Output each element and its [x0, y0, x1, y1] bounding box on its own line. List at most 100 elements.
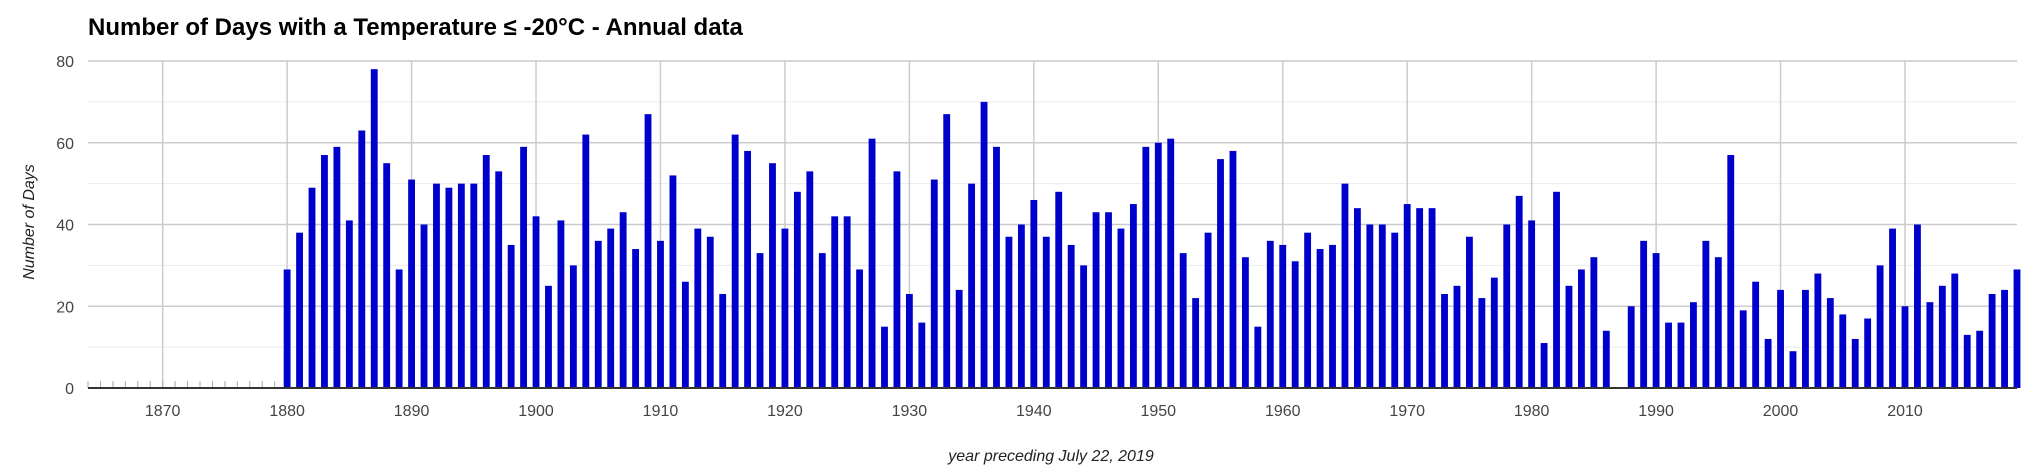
- bar: [1752, 281, 1760, 388]
- bar: [370, 69, 378, 389]
- bar: [1092, 212, 1100, 388]
- bar: [1142, 146, 1150, 388]
- bar: [806, 171, 814, 388]
- bar: [283, 269, 291, 388]
- bar: [818, 253, 826, 388]
- bar: [445, 187, 453, 388]
- bar: [358, 130, 366, 389]
- bar: [495, 171, 503, 388]
- bar: [1005, 236, 1013, 388]
- bar: [1714, 257, 1722, 388]
- bar: [532, 216, 540, 388]
- bar: [1428, 208, 1436, 388]
- bar: [831, 216, 839, 388]
- bar: [1105, 212, 1112, 388]
- bar: [1963, 334, 1971, 388]
- bar: [1167, 138, 1175, 388]
- bar: [706, 236, 714, 388]
- bar: [905, 293, 913, 388]
- bar: [1080, 265, 1088, 388]
- label-layer: 0 20 40 60 80 1870 1880 1890 1900 1910 1920 1930 194…: [56, 54, 1923, 420]
- bar: [781, 228, 789, 388]
- bar: [669, 175, 677, 388]
- x-tick-label: 1870: [145, 403, 181, 420]
- x-tick-label: 1950: [1140, 403, 1176, 420]
- bar: [1652, 253, 1660, 388]
- bar: [1826, 298, 1834, 388]
- bar: [943, 114, 951, 388]
- bar: [1515, 195, 1523, 388]
- bar: [1416, 208, 1424, 388]
- bar: [1627, 306, 1635, 388]
- bar: [955, 289, 963, 388]
- bar: [1304, 232, 1312, 388]
- bar: [1453, 285, 1461, 388]
- bar: [1465, 236, 1473, 388]
- bar: [1366, 224, 1374, 388]
- bar: [1777, 289, 1784, 388]
- x-tick-label: 1880: [269, 403, 305, 420]
- x-tick-label: 2000: [1763, 403, 1799, 420]
- bar: [1665, 322, 1672, 388]
- bar: [1851, 338, 1859, 388]
- bar: [1540, 343, 1548, 388]
- bar: [1901, 306, 1909, 388]
- bar: [657, 240, 664, 388]
- bar: [993, 146, 1000, 388]
- y-axis-title: Number of Days: [21, 164, 38, 280]
- bar: [1154, 142, 1162, 388]
- bar: [470, 183, 478, 388]
- bar: [1279, 244, 1287, 388]
- bar: [1528, 220, 1536, 388]
- bar: [968, 183, 976, 388]
- x-tick-label: 1900: [518, 403, 554, 420]
- bar: [644, 114, 652, 388]
- y-tick-label: 0: [65, 381, 74, 398]
- bar: [545, 285, 552, 388]
- bar: [1640, 240, 1648, 388]
- bar: [1129, 204, 1137, 388]
- bar: [1017, 224, 1025, 388]
- bar: [457, 183, 465, 388]
- bar: [1889, 228, 1896, 388]
- bar: [1316, 249, 1324, 388]
- bar: [433, 183, 440, 388]
- bar: [1217, 159, 1224, 388]
- bar: [1254, 326, 1262, 388]
- bar: [930, 179, 938, 388]
- bar: [1353, 208, 1361, 388]
- x-axis-title: year preceding July 22, 2019: [947, 448, 1154, 465]
- bar: [507, 244, 515, 388]
- x-tick-label: 2010: [1887, 403, 1923, 420]
- bar: [482, 155, 490, 388]
- bar: [321, 155, 328, 388]
- bar: [881, 326, 888, 388]
- bar: [1590, 257, 1598, 388]
- bar: [582, 134, 590, 388]
- bar: [1042, 236, 1050, 388]
- bar: [1976, 330, 1984, 388]
- bar: [1789, 351, 1797, 388]
- bar: [1914, 224, 1921, 388]
- bar: [1938, 285, 1946, 388]
- bar: [1179, 253, 1187, 388]
- bar: [893, 171, 901, 388]
- bar: [843, 216, 851, 388]
- bar: [1378, 224, 1386, 388]
- bar: [1117, 228, 1125, 388]
- bar: [1503, 224, 1511, 388]
- bar: [1764, 338, 1772, 388]
- bar: [1291, 261, 1299, 388]
- bar-layer: [283, 69, 2021, 389]
- bar: [520, 146, 528, 388]
- bar: [1926, 302, 1934, 388]
- bar: [1266, 240, 1274, 388]
- x-tick-label: 1980: [1514, 403, 1550, 420]
- bar: [694, 228, 702, 388]
- bar: [756, 253, 764, 388]
- bar: [308, 187, 316, 388]
- bar: [1577, 269, 1585, 388]
- bar: [1677, 322, 1685, 388]
- bar: [607, 228, 615, 388]
